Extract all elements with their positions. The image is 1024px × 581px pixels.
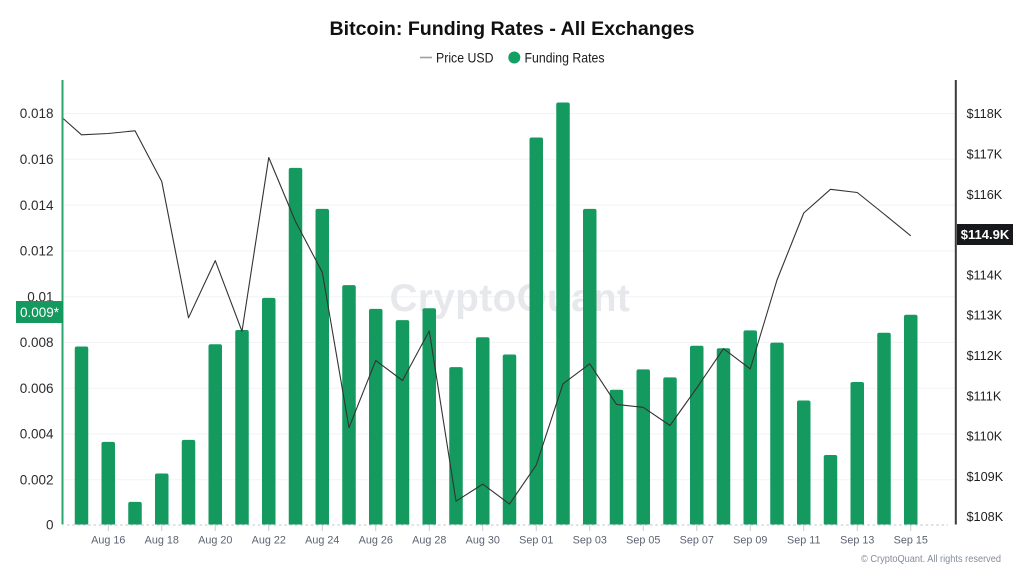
svg-text:Sep 15: Sep 15 [894, 535, 928, 547]
svg-text:$108K: $108K [967, 510, 1004, 524]
svg-text:0.014: 0.014 [20, 198, 54, 213]
svg-text:0.008: 0.008 [20, 335, 54, 350]
svg-text:0.004: 0.004 [20, 427, 54, 442]
svg-text:$110K: $110K [967, 430, 1003, 444]
svg-text:Price USD: Price USD [436, 50, 494, 66]
svg-text:Sep 13: Sep 13 [840, 535, 874, 547]
svg-text:$111K: $111K [967, 389, 1002, 403]
svg-text:Sep 03: Sep 03 [573, 535, 607, 547]
svg-text:0.006: 0.006 [20, 381, 54, 396]
svg-text:0.016: 0.016 [20, 152, 54, 167]
svg-text:0.018: 0.018 [20, 106, 54, 121]
svg-text:Aug 24: Aug 24 [305, 535, 339, 547]
svg-text:Aug 16: Aug 16 [91, 535, 125, 547]
svg-text:$114K: $114K [967, 268, 1003, 282]
svg-text:Sep 07: Sep 07 [680, 535, 714, 547]
svg-text:Funding Rates: Funding Rates [525, 50, 605, 66]
svg-text:$117K: $117K [967, 148, 1003, 162]
svg-text:0.01: 0.01 [27, 289, 53, 304]
svg-text:$114.9K: $114.9K [961, 227, 1010, 242]
svg-text:© CryptoQuant. All rights rese: © CryptoQuant. All rights reserved [861, 553, 1001, 565]
svg-text:$113K: $113K [967, 309, 1003, 323]
svg-text:$112K: $112K [967, 349, 1003, 363]
svg-text:Aug 20: Aug 20 [198, 535, 232, 547]
svg-text:Sep 05: Sep 05 [626, 535, 660, 547]
svg-text:Sep 09: Sep 09 [733, 535, 767, 547]
svg-text:0.002: 0.002 [20, 473, 54, 488]
svg-text:0.009*: 0.009* [20, 305, 60, 320]
svg-text:0: 0 [46, 518, 54, 533]
svg-text:Aug 30: Aug 30 [466, 535, 500, 547]
svg-text:Sep 11: Sep 11 [787, 535, 820, 547]
svg-text:Sep 01: Sep 01 [519, 535, 553, 547]
svg-text:Bitcoin: Funding Rates - All E: Bitcoin: Funding Rates - All Exchanges [329, 18, 694, 40]
svg-text:Aug 18: Aug 18 [145, 535, 179, 547]
svg-text:$116K: $116K [967, 188, 1003, 202]
svg-text:$109K: $109K [967, 470, 1004, 484]
svg-text:$118K: $118K [967, 107, 1003, 121]
svg-text:Aug 26: Aug 26 [359, 535, 393, 547]
svg-text:Aug 28: Aug 28 [412, 535, 446, 547]
svg-text:0.012: 0.012 [20, 244, 54, 259]
svg-text:Aug 22: Aug 22 [252, 535, 286, 547]
